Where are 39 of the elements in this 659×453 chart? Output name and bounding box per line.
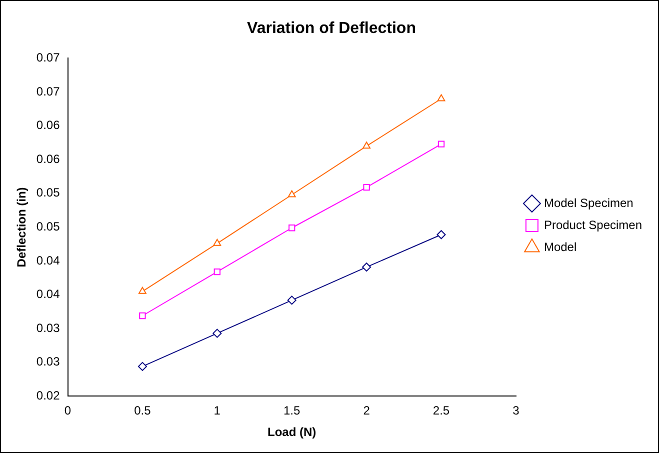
x-tick-label: 2.5	[432, 404, 450, 418]
point	[288, 190, 296, 198]
x-tick-label: 1.5	[284, 404, 301, 418]
point	[288, 224, 296, 232]
point	[362, 262, 372, 272]
point	[362, 142, 371, 149]
point	[214, 268, 220, 276]
legend-label: Model	[544, 240, 577, 254]
point	[436, 230, 446, 240]
chart-title: Variation of Deflection	[247, 20, 416, 38]
point	[138, 362, 147, 371]
point	[213, 238, 222, 246]
x-tick-label: 1	[214, 404, 221, 418]
point	[437, 94, 446, 102]
y-tick-label: 0.06	[36, 118, 60, 132]
point	[139, 312, 146, 320]
point	[287, 296, 296, 305]
point	[138, 286, 146, 294]
y-tick-label: 0.07	[36, 84, 60, 98]
y-tick-label: 0.03	[36, 320, 60, 335]
x-axis-title: Load (N)	[268, 425, 316, 440]
y-tick-label: 0.07	[36, 50, 60, 65]
y-tick-label: 0.04	[36, 287, 60, 302]
legend-label: Model Specimen	[544, 196, 634, 210]
y-tick-label: 0.04	[36, 253, 60, 268]
y-axis-title: Deflection (in)	[14, 187, 29, 268]
y-tick-label: 0.05	[36, 220, 60, 234]
y-tick-label: 0.05	[36, 186, 60, 200]
point	[363, 184, 370, 191]
x-tick-label: 3	[512, 404, 520, 418]
x-tick-label: 2	[363, 404, 370, 418]
x-tick-label: 0	[64, 404, 72, 418]
point	[438, 140, 445, 148]
y-tick-label: 0.06	[36, 152, 60, 166]
legend-label: Product Specimen	[544, 218, 642, 232]
y-tick-label: 0.03	[36, 354, 60, 369]
point	[212, 328, 222, 338]
x-tick-label: 0.5	[134, 404, 152, 418]
y-tick-label: 0.02	[36, 388, 60, 403]
